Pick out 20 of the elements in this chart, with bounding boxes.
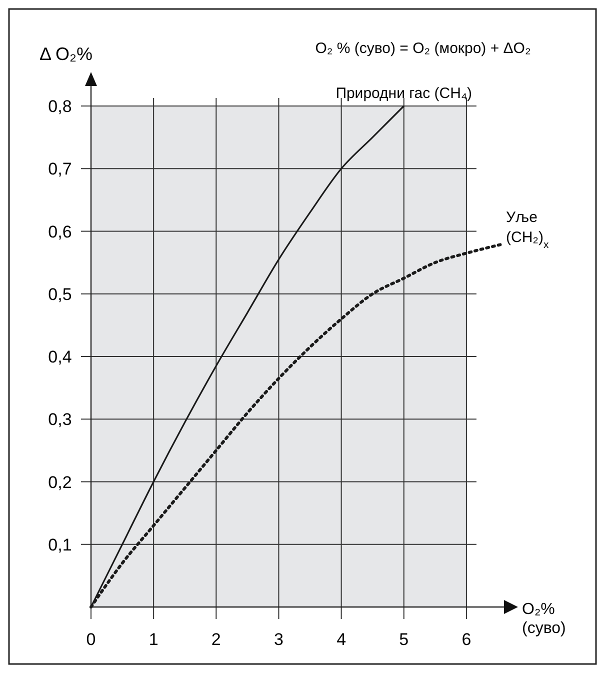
y-tick-label: 0,1 <box>48 535 72 554</box>
y-tick-label: 0,8 <box>48 97 72 116</box>
y-tick-label: 0,4 <box>48 348 72 366</box>
x-tick-label: 5 <box>399 630 409 649</box>
y-tick-label: 0,3 <box>48 410 72 430</box>
x-tick-label: 0 <box>86 630 96 649</box>
y-tick-label: 0,5 <box>48 284 72 304</box>
x-tick-label: 4 <box>336 630 346 649</box>
y-axis-title: Δ O₂% <box>39 44 93 64</box>
series-label: Уље (CH₂)$_{x}$ <box>506 208 550 251</box>
y-tick-label: 0,6 <box>48 222 72 242</box>
chart-title: O₂ % (суво) = O₂ (мокро) + ΔO₂ <box>315 40 531 57</box>
x-tick-label: 6 <box>462 630 472 649</box>
x-axis-title: O₂% (суво) <box>522 601 566 637</box>
y-tick-label: 0,7 <box>48 160 72 179</box>
x-tick-label: 2 <box>211 630 221 649</box>
series-label: Природни гас (CH₄) <box>336 85 472 102</box>
y-tick-label: 0,2 <box>48 472 72 492</box>
x-tick-label: 3 <box>274 630 284 649</box>
x-tick-label: 1 <box>148 630 158 649</box>
